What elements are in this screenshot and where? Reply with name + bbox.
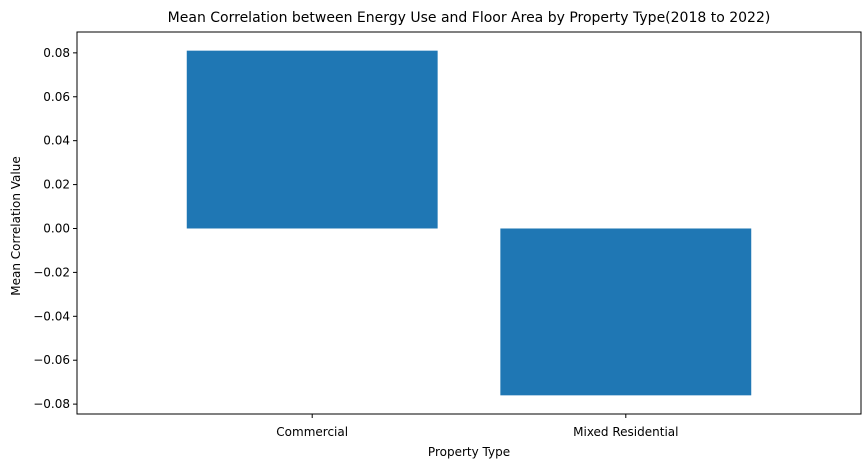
- y-tick-label: 0.08: [43, 46, 70, 60]
- y-tick-label: −0.08: [33, 397, 70, 411]
- y-tick-label: 0.04: [43, 134, 70, 148]
- y-tick-label: −0.04: [33, 309, 70, 323]
- y-tick-label: 0.00: [43, 221, 70, 235]
- y-axis-label: Mean Correlation Value: [9, 156, 23, 295]
- y-axis: −0.08 −0.06 −0.04 −0.02 0.00 0.02 0.04 0.06 0.08: [33, 46, 77, 411]
- plot-frame: [76, 31, 862, 415]
- y-tick-label: −0.02: [33, 265, 70, 279]
- y-tick-label: −0.06: [33, 353, 70, 367]
- bars: [186, 50, 752, 396]
- x-tick-label: Commercial: [276, 425, 348, 439]
- x-axis: Commercial Mixed Residential: [276, 414, 678, 439]
- plot-area: −0.08 −0.06 −0.04 −0.02 0.00 0.02 0.04 0.06 0.08…: [33, 31, 862, 439]
- x-axis-label: Property Type: [428, 445, 510, 459]
- bar-mixed-residential: [500, 228, 752, 396]
- x-tick-label: Mixed Residential: [573, 425, 678, 439]
- y-tick-label: 0.02: [43, 178, 70, 192]
- bar-commercial: [186, 50, 438, 229]
- y-tick-label: 0.06: [43, 90, 70, 104]
- chart-title: Mean Correlation between Energy Use and …: [168, 10, 771, 26]
